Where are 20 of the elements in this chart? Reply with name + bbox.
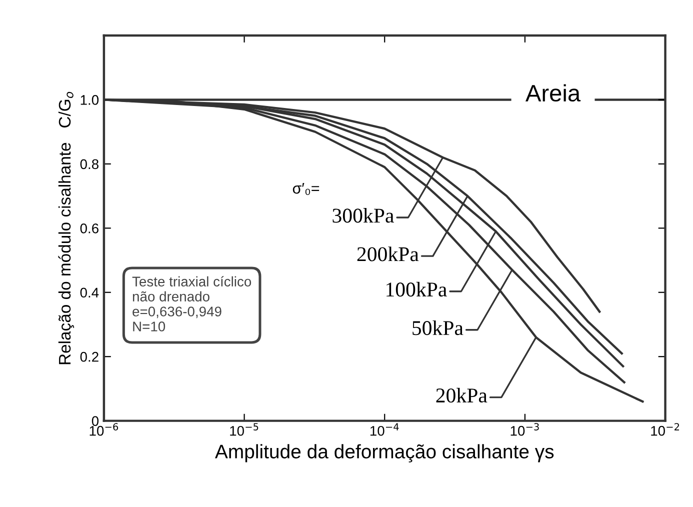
y-tick-label: 0.8 <box>80 159 98 170</box>
y-tick-label: 0.2 <box>80 352 98 362</box>
y-tick-label: 0.6 <box>80 223 98 234</box>
y-tick-label: 0.4 <box>80 288 99 298</box>
annotation: Teste triaxial cíclico não drenado e=0,636-0,949 N=10 <box>132 276 252 332</box>
x-tick-label: 10$^{−4}$ <box>370 423 399 436</box>
annotation: 100kPa <box>386 282 447 297</box>
annotation: 20kPa <box>436 388 488 403</box>
x-tick-label: 10$^{−2}$ <box>651 423 680 436</box>
annotation: σ′₀= <box>292 183 320 195</box>
x-tick-label: 10$^{−5}$ <box>230 423 258 436</box>
y-tick-label: 0 <box>92 416 99 426</box>
annotation: 50kPa <box>412 320 464 336</box>
annotation: 300kPa <box>332 208 394 223</box>
y-tick-label: 1.0 <box>80 95 99 105</box>
x-axis-title: Amplitude da deformação cisalhante γs <box>214 444 554 462</box>
annotation: Areia <box>526 84 581 102</box>
annotation: 200kPa <box>357 246 419 262</box>
x-tick-label: 10$^{−3}$ <box>510 423 539 436</box>
y-axis-title: Relação do módulo cisalhante C/G$_{o}$ <box>58 92 74 364</box>
